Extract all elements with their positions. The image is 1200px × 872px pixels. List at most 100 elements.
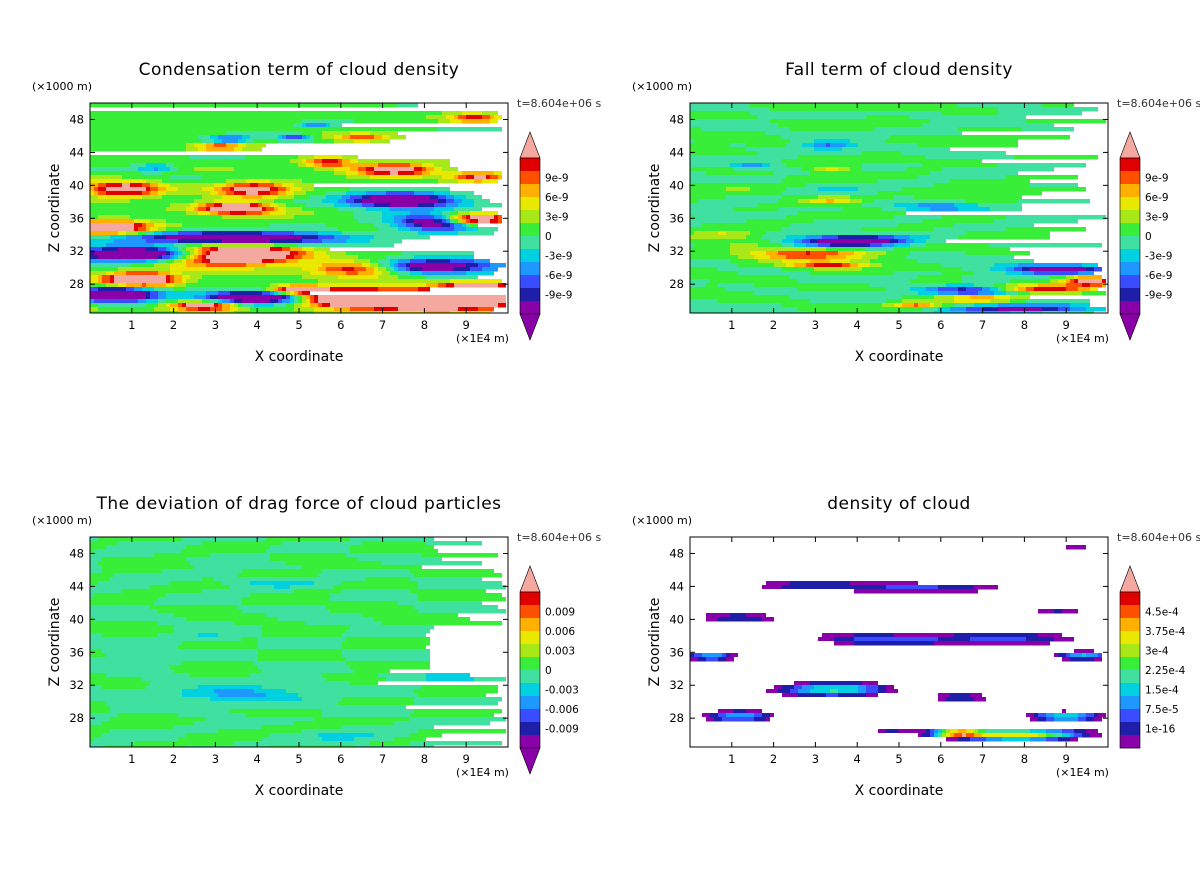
- colorbar-swatch: [520, 592, 540, 606]
- heatmap-cell: [262, 207, 266, 212]
- heatmap-cell: [194, 207, 198, 212]
- heatmap-cell: [930, 303, 934, 308]
- heatmap-cell: [198, 203, 206, 208]
- heatmap-cell: [358, 557, 442, 562]
- heatmap-cell: [166, 593, 250, 598]
- heatmap-cell: [170, 267, 254, 272]
- heatmap-cell: [286, 689, 414, 694]
- colorbar-swatch: [1120, 722, 1140, 736]
- heatmap-cell: [158, 295, 166, 300]
- heatmap-cell: [730, 613, 746, 618]
- heatmap-cell: [770, 163, 786, 168]
- heatmap-cell: [898, 239, 906, 244]
- heatmap-cell: [894, 271, 942, 276]
- heatmap-cell: [430, 211, 442, 216]
- heatmap-cell: [418, 231, 458, 236]
- heatmap-cell: [342, 231, 418, 236]
- colorbar-label: 1.5e-4: [1145, 685, 1179, 697]
- heatmap-cell: [166, 299, 178, 304]
- heatmap-cell: [826, 693, 838, 698]
- heatmap-cell: [918, 143, 1018, 148]
- heatmap-cell: [218, 729, 302, 734]
- heatmap-cell: [690, 251, 730, 256]
- y-tick-label: 32: [669, 678, 684, 692]
- x-tick-label: 1: [128, 318, 135, 332]
- heatmap-cell: [270, 299, 278, 304]
- heatmap-cell: [470, 211, 498, 216]
- heatmap-cell: [318, 231, 342, 236]
- heatmap-cell: [738, 271, 810, 276]
- heatmap-cell: [178, 713, 246, 718]
- heatmap-cell: [726, 231, 750, 236]
- heatmap-cell: [750, 111, 942, 116]
- heatmap-cell: [202, 175, 346, 180]
- heatmap-cell: [242, 637, 258, 642]
- heatmap-cell: [426, 115, 446, 120]
- heatmap-cell: [690, 617, 706, 622]
- heatmap-cell: [298, 163, 306, 168]
- heatmap-cell: [90, 163, 130, 168]
- colorbar-label: 9e-9: [1145, 173, 1169, 185]
- heatmap-cell: [302, 729, 418, 734]
- heatmap-cell: [90, 123, 294, 128]
- heatmap-cell: [690, 203, 758, 208]
- heatmap-cell: [818, 239, 890, 244]
- heatmap-cell: [98, 303, 146, 308]
- heatmap-cell: [90, 191, 94, 196]
- heatmap-cell: [190, 203, 198, 208]
- heatmap-cell: [1038, 609, 1054, 614]
- heatmap-cell: [810, 239, 818, 244]
- heatmap-cell: [938, 729, 942, 734]
- heatmap-cell: [378, 673, 426, 678]
- heatmap-cell: [866, 115, 910, 120]
- heatmap-cell: [694, 653, 702, 658]
- heatmap-cell: [810, 199, 826, 204]
- heatmap-cell: [302, 207, 338, 212]
- heatmap-cell: [242, 135, 250, 140]
- heatmap-cell: [90, 733, 102, 738]
- heatmap-cell: [794, 685, 802, 690]
- heatmap-cell: [238, 143, 246, 148]
- heatmap-cell: [358, 219, 382, 224]
- heatmap-cell: [306, 299, 310, 304]
- heatmap-cell: [102, 633, 158, 638]
- heatmap-cell: [90, 573, 114, 578]
- heatmap-cell: [202, 231, 262, 236]
- heatmap-cell: [414, 219, 434, 224]
- heatmap-cell: [426, 167, 434, 172]
- heatmap-cell: [414, 709, 502, 714]
- heatmap-cell: [1090, 287, 1098, 292]
- heatmap-cell: [358, 255, 386, 260]
- heatmap-cell: [862, 163, 922, 168]
- heatmap-cell: [690, 613, 706, 618]
- heatmap-cell: [242, 299, 270, 304]
- heatmap-cell: [270, 247, 282, 252]
- heatmap-cell: [310, 303, 318, 308]
- heatmap-cell: [838, 167, 850, 172]
- heatmap-cell: [286, 295, 290, 300]
- heatmap-cell: [198, 247, 202, 252]
- heatmap-cell: [690, 155, 798, 160]
- heatmap-cell: [94, 299, 138, 304]
- heatmap-cell: [782, 267, 814, 272]
- colorbar-frame: [1119, 591, 1141, 749]
- heatmap-cell: [690, 649, 1074, 654]
- heatmap-cell: [826, 247, 866, 252]
- heatmap-cell: [730, 259, 758, 264]
- colorbar-label: 3e-4: [1145, 646, 1169, 658]
- heatmap-cell: [146, 179, 162, 184]
- colorbar-swatch: [1120, 683, 1140, 697]
- heatmap-cell: [286, 211, 314, 216]
- heatmap-cell: [154, 307, 170, 312]
- heatmap-cell: [90, 283, 106, 288]
- heatmap-cell: [342, 645, 426, 650]
- heatmap-cell: [702, 127, 790, 132]
- heatmap-cell: [1010, 279, 1050, 284]
- heatmap-cell: [990, 243, 1102, 248]
- heatmap-cell: [178, 255, 182, 260]
- heatmap-cell: [814, 147, 842, 152]
- heatmap-cell: [878, 693, 938, 698]
- heatmap-cell: [286, 135, 302, 140]
- heatmap-cell: [426, 283, 438, 288]
- heatmap-cell: [690, 291, 754, 296]
